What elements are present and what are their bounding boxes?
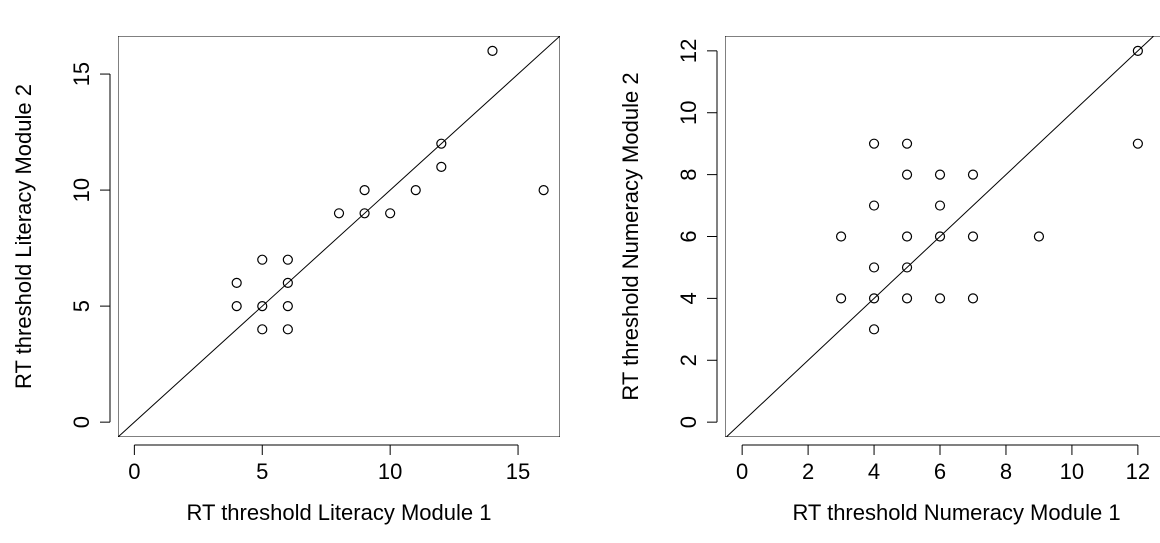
y-tick-label: 6 — [676, 230, 701, 242]
point — [385, 208, 396, 219]
point — [835, 231, 847, 242]
point — [257, 301, 268, 312]
point — [282, 324, 293, 335]
point — [868, 293, 880, 304]
y-tick-label: 12 — [676, 39, 701, 63]
point — [359, 208, 370, 219]
x-tick-label: 5 — [256, 459, 268, 484]
y-tick-label: 15 — [69, 62, 94, 86]
point — [436, 161, 447, 172]
point — [282, 254, 293, 265]
x-tick-label: 2 — [802, 459, 814, 484]
point — [359, 184, 370, 196]
x-axis-title: RT threshold Literacy Module 1 — [187, 500, 492, 525]
point — [333, 208, 345, 219]
y-axis-title: RT threshold Literacy Module 2 — [11, 84, 36, 389]
point — [967, 293, 979, 304]
y-tick-label: 2 — [676, 354, 701, 366]
x-tick-label: 15 — [506, 459, 530, 484]
point — [1033, 231, 1045, 242]
point — [967, 231, 979, 242]
x-axis-title: RT threshold Numeracy Module 1 — [792, 500, 1120, 525]
point — [835, 293, 847, 304]
x-tick-label: 10 — [378, 459, 402, 484]
y-tick-label: 10 — [69, 178, 94, 202]
point — [1132, 138, 1143, 149]
identity-line — [118, 36, 560, 437]
point — [868, 138, 880, 149]
point — [538, 184, 549, 196]
y-tick-label: 4 — [676, 292, 701, 304]
x-tick-label: 6 — [934, 459, 946, 484]
x-tick-label: 10 — [1060, 459, 1084, 484]
x-tick-label: 0 — [736, 459, 748, 484]
identity-line — [725, 36, 1155, 437]
y-axis-title: RT threshold Numeracy Module 2 — [618, 72, 643, 400]
point — [257, 324, 268, 335]
point — [257, 254, 268, 265]
y-tick-label: 10 — [676, 100, 701, 124]
point — [934, 169, 946, 180]
point — [901, 262, 913, 273]
x-tick-label: 8 — [1000, 459, 1012, 484]
point — [934, 293, 946, 304]
point — [901, 138, 913, 149]
point — [410, 184, 421, 196]
point — [282, 301, 293, 312]
point — [436, 138, 447, 149]
point — [282, 277, 293, 289]
point — [901, 169, 913, 180]
point — [934, 200, 946, 211]
x-tick-label: 12 — [1126, 459, 1150, 484]
y-tick-label: 0 — [69, 416, 94, 428]
point — [901, 231, 913, 242]
y-tick-label: 0 — [676, 416, 701, 428]
point — [967, 169, 979, 180]
point — [901, 293, 913, 304]
x-tick-label: 0 — [128, 459, 140, 484]
point — [231, 301, 242, 312]
plot-area — [725, 36, 1160, 437]
point — [487, 45, 498, 56]
point — [868, 262, 880, 273]
point — [934, 231, 946, 242]
point — [868, 324, 880, 335]
x-tick-label: 4 — [868, 459, 880, 484]
point — [231, 277, 242, 289]
y-tick-label: 8 — [676, 168, 701, 180]
point — [868, 200, 880, 211]
point — [1132, 45, 1143, 56]
plot-area — [118, 36, 560, 437]
y-tick-label: 5 — [69, 300, 94, 312]
